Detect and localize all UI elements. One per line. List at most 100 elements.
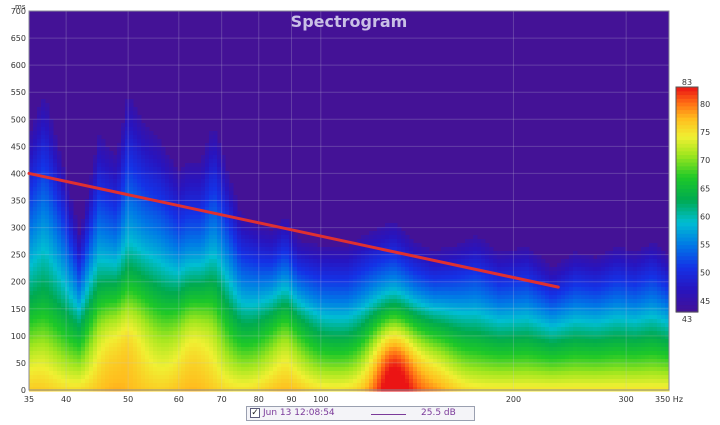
heatmap-cell bbox=[377, 291, 382, 296]
heatmap-cell bbox=[93, 327, 98, 332]
heatmap-cell bbox=[385, 339, 390, 344]
heatmap-cell bbox=[33, 163, 38, 168]
heatmap-cell bbox=[333, 291, 338, 296]
heatmap-cell bbox=[273, 267, 278, 272]
heatmap-cell bbox=[89, 339, 94, 344]
heatmap-cell bbox=[29, 195, 34, 200]
heatmap-cell bbox=[61, 347, 66, 352]
heatmap-cell bbox=[41, 131, 46, 136]
heatmap-cell bbox=[205, 339, 210, 344]
heatmap-cell bbox=[325, 375, 330, 380]
heatmap-cell bbox=[373, 347, 378, 352]
heatmap-cell bbox=[209, 323, 214, 328]
heatmap-cell bbox=[413, 359, 418, 364]
heatmap-cell bbox=[165, 271, 170, 276]
heatmap-cell bbox=[369, 251, 374, 256]
heatmap-cell bbox=[85, 299, 90, 304]
heatmap-cell bbox=[45, 323, 50, 328]
heatmap-cell bbox=[257, 311, 262, 316]
heatmap-cell bbox=[417, 387, 422, 392]
heatmap-cell bbox=[425, 263, 430, 268]
heatmap-cell bbox=[49, 319, 54, 324]
heatmap-cell bbox=[137, 319, 142, 324]
heatmap-cell bbox=[49, 295, 54, 300]
heatmap-cell bbox=[285, 271, 290, 276]
heatmap-cell bbox=[225, 359, 230, 364]
heatmap-cell bbox=[165, 155, 170, 160]
heatmap-cell bbox=[133, 143, 138, 148]
heatmap-cell bbox=[113, 215, 118, 220]
heatmap-cell bbox=[309, 351, 314, 356]
heatmap-cell bbox=[81, 367, 86, 372]
heatmap-cell bbox=[201, 331, 206, 336]
heatmap-cell bbox=[57, 311, 62, 316]
heatmap-cell bbox=[41, 287, 46, 292]
heatmap-cell bbox=[41, 331, 46, 336]
heatmap-cell bbox=[297, 263, 302, 268]
heatmap-cell bbox=[289, 359, 294, 364]
heatmap-cell bbox=[285, 299, 290, 304]
heatmap-cell bbox=[173, 335, 178, 340]
heatmap-cell bbox=[77, 239, 82, 244]
heatmap-cell bbox=[201, 163, 206, 168]
heatmap-cell bbox=[405, 387, 410, 392]
heatmap-cell bbox=[57, 331, 62, 336]
heatmap-cell bbox=[53, 343, 58, 348]
heatmap-cell bbox=[213, 295, 218, 300]
heatmap-cell bbox=[49, 299, 54, 304]
heatmap-cell bbox=[189, 315, 194, 320]
heatmap-cell bbox=[205, 363, 210, 368]
heatmap-cell bbox=[97, 163, 102, 168]
heatmap-cell bbox=[221, 283, 226, 288]
heatmap-cell bbox=[177, 283, 182, 288]
heatmap-cell bbox=[109, 347, 114, 352]
heatmap-cell bbox=[245, 275, 250, 280]
heatmap-cell bbox=[129, 335, 134, 340]
heatmap-cell bbox=[273, 283, 278, 288]
heatmap-cell bbox=[269, 299, 274, 304]
heatmap-cell bbox=[337, 291, 342, 296]
heatmap-cell bbox=[237, 251, 242, 256]
heatmap-cell bbox=[209, 167, 214, 172]
heatmap-cell bbox=[149, 147, 154, 152]
heatmap-cell bbox=[97, 343, 102, 348]
heatmap-cell bbox=[325, 311, 330, 316]
heatmap-cell bbox=[141, 211, 146, 216]
heatmap-cell bbox=[401, 263, 406, 268]
heatmap-cell bbox=[93, 275, 98, 280]
heatmap-cell bbox=[301, 271, 306, 276]
heatmap-cell bbox=[73, 315, 78, 320]
heatmap-cell bbox=[69, 247, 74, 252]
heatmap-cell bbox=[229, 247, 234, 252]
heatmap-cell bbox=[157, 183, 162, 188]
heatmap-cell bbox=[149, 311, 154, 316]
heatmap-cell bbox=[137, 175, 142, 180]
heatmap-cell bbox=[413, 331, 418, 336]
heatmap-cell bbox=[277, 267, 282, 272]
heatmap-cell bbox=[405, 283, 410, 288]
heatmap-cell bbox=[101, 207, 106, 212]
heatmap-cell bbox=[41, 271, 46, 276]
heatmap-cell bbox=[329, 279, 334, 284]
heatmap-cell bbox=[209, 351, 214, 356]
heatmap-cell bbox=[233, 331, 238, 336]
heatmap-cell bbox=[101, 167, 106, 172]
heatmap-cell bbox=[57, 375, 62, 380]
heatmap-cell bbox=[209, 335, 214, 340]
heatmap-cell bbox=[161, 155, 166, 160]
heatmap-cell bbox=[413, 259, 418, 264]
heatmap-cell bbox=[393, 347, 398, 352]
heatmap-cell bbox=[153, 219, 158, 224]
heatmap-cell bbox=[117, 371, 122, 376]
heatmap-cell bbox=[109, 287, 114, 292]
heatmap-cell bbox=[421, 259, 426, 264]
heatmap-cell bbox=[289, 379, 294, 384]
heatmap-cell bbox=[61, 211, 66, 216]
heatmap-cell bbox=[321, 267, 326, 272]
heatmap-cell bbox=[257, 303, 262, 308]
heatmap-cell bbox=[125, 295, 130, 300]
heatmap-cell bbox=[289, 231, 294, 236]
heatmap-cell bbox=[45, 107, 50, 112]
heatmap-cell bbox=[185, 199, 190, 204]
heatmap-cell bbox=[197, 275, 202, 280]
